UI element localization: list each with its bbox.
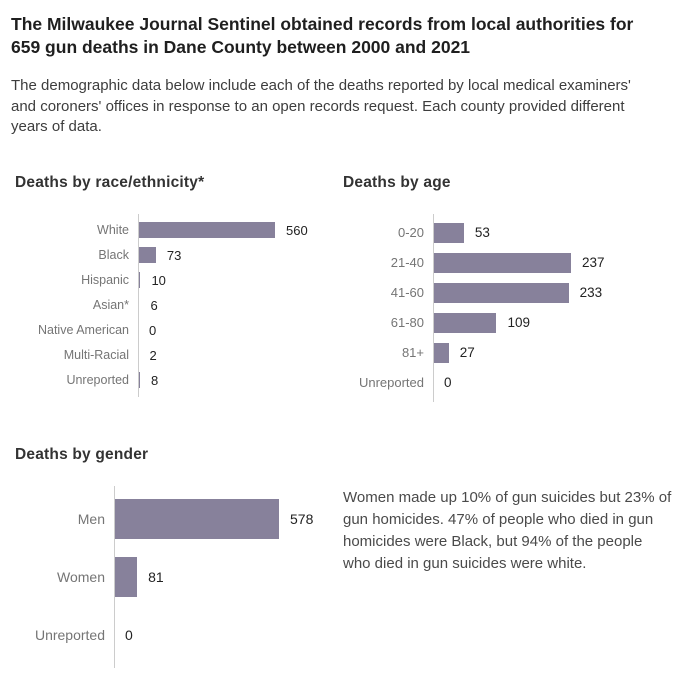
bar-row: 61-80 109 (343, 308, 680, 338)
bar-row: Hispanic 10 (15, 268, 343, 293)
bar (138, 372, 140, 388)
value-label: 27 (460, 345, 475, 360)
category-label: Black (15, 248, 138, 262)
bar-track: 73 (138, 247, 275, 263)
bar (433, 313, 496, 333)
value-label: 237 (582, 255, 605, 270)
infographic-page: The Milwaukee Journal Sentinel obtained … (0, 13, 680, 697)
category-label: Asian* (15, 298, 138, 312)
bar (138, 247, 156, 263)
category-label: Native American (15, 323, 138, 337)
value-label: 8 (151, 373, 158, 388)
value-label: 560 (286, 223, 308, 238)
bar-row: Native American 0 (15, 318, 343, 343)
bar-track: 233 (433, 283, 571, 303)
bar-row: Women 81 (15, 548, 343, 606)
value-label: 0 (444, 375, 452, 390)
bar-track: 53 (433, 223, 571, 243)
chart-title-race: Deaths by race/ethnicity* (15, 174, 343, 192)
bar-row: Unreported 8 (15, 368, 343, 393)
bar-row: 81+ 27 (343, 338, 680, 368)
value-label: 6 (150, 298, 157, 313)
bar-row: Multi-Racial 2 (15, 343, 343, 368)
page-title: The Milwaukee Journal Sentinel obtained … (11, 13, 658, 59)
bar (433, 343, 449, 363)
bar (138, 272, 140, 288)
category-label: Multi-Racial (15, 348, 138, 362)
bar-track: 237 (433, 253, 571, 273)
value-label: 81 (148, 569, 164, 585)
category-label: Hispanic (15, 273, 138, 287)
value-label: 0 (149, 323, 156, 338)
category-label: Women (15, 569, 114, 585)
value-label: 10 (151, 273, 165, 288)
bar-track: 6 (138, 297, 275, 313)
bar (138, 297, 139, 313)
category-label: 81+ (343, 345, 433, 360)
bar-track: 0 (114, 615, 279, 655)
bar (138, 222, 275, 238)
chart-title-age: Deaths by age (343, 174, 680, 192)
bar (433, 283, 569, 303)
bar-track: 27 (433, 343, 571, 363)
value-label: 2 (149, 348, 156, 363)
category-label: 21-40 (343, 255, 433, 270)
category-label: 61-80 (343, 315, 433, 330)
value-label: 73 (167, 248, 181, 263)
value-label: 233 (580, 285, 603, 300)
bar (433, 223, 464, 243)
category-label: White (15, 223, 138, 237)
bar-track: 109 (433, 313, 571, 333)
bar-row: Unreported 0 (15, 606, 343, 664)
category-label: 0-20 (343, 225, 433, 240)
annotation-text: Women made up 10% of gun suicides but 23… (343, 446, 673, 668)
category-label: Unreported (15, 627, 114, 643)
bar-track: 578 (114, 499, 279, 539)
bar-track: 8 (138, 372, 275, 388)
chart-title-gender: Deaths by gender (15, 446, 343, 464)
category-label: 41-60 (343, 285, 433, 300)
value-label: 0 (125, 627, 133, 643)
category-label: Unreported (343, 375, 433, 390)
bar-track: 10 (138, 272, 275, 288)
bar-row: Asian* 6 (15, 293, 343, 318)
value-label: 53 (475, 225, 490, 240)
bar-track: 2 (138, 347, 275, 363)
bar-row: 0-20 53 (343, 218, 680, 248)
bar-row: Black 73 (15, 243, 343, 268)
category-label: Men (15, 511, 114, 527)
bar-track: 0 (138, 322, 275, 338)
page-subtitle: The demographic data below include each … (11, 76, 660, 138)
bar (433, 253, 571, 273)
category-label: Unreported (15, 373, 138, 387)
value-label: 109 (507, 315, 530, 330)
bar (114, 557, 137, 597)
bar-track: 0 (433, 373, 571, 393)
bar (114, 499, 279, 539)
value-label: 578 (290, 511, 313, 527)
bar-row: Unreported 0 (343, 368, 680, 398)
bar-track: 560 (138, 222, 275, 238)
bar-track: 81 (114, 557, 279, 597)
